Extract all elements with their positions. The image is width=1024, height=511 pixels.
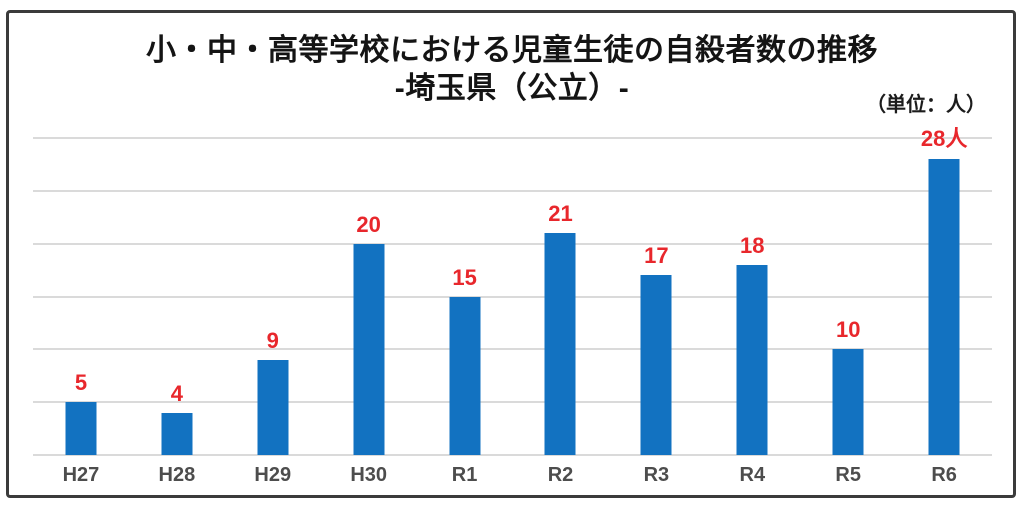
bar-value-label: 5 [74,370,88,396]
bar-group-H30: 20 H30 [321,138,417,486]
gridline-30 [33,137,992,139]
bar [544,233,576,455]
bar [449,296,481,455]
bar [928,159,960,455]
bar-value-label: 17 [644,243,669,269]
category-label: R6 [931,464,957,486]
bar-group-R3: 17 R3 [608,138,704,486]
bar-value-label: 18 [740,232,765,258]
unit-label: （単位：人） [866,94,986,116]
bar-group-R1: 15 R1 [417,138,513,486]
bar [65,402,97,455]
bar-value-label: 9 [266,327,279,353]
gridline-5 [33,401,992,404]
bar-value-label: 4 [170,380,183,406]
bars-container: 5 H27 4 H28 9 H29 20 H30 15 R1 21 R2 17 R3 18 R4 10 R5 28人… [33,126,992,486]
category-label: H30 [350,464,388,486]
category-label: R5 [835,464,861,486]
gridline-25 [33,189,992,192]
bar-value-label: 20 [356,211,381,237]
bar-group-R2: 21 R2 [513,138,609,486]
bar-value-label: 21 [548,201,573,227]
category-label: R2 [547,464,574,486]
category-label: H28 [158,464,196,486]
bar-value-label: 10 [835,317,861,343]
category-label: H27 [62,464,100,486]
bar [257,359,289,455]
category-label: R4 [739,464,766,486]
bar [161,412,193,455]
gridline-0 [33,454,992,456]
bar [353,243,385,455]
bar-group-H29: 9 H29 [225,138,321,486]
bar-group-R6: 28人 R6 [896,126,992,486]
bar [736,264,768,455]
bar [640,275,672,455]
bar-group-R4: 18 R4 [704,138,800,486]
chart-subtitle: -埼玉県（公立）- [394,72,630,105]
bar-group-H27: 5 H27 [33,138,129,486]
chart-title: 小・中・高等学校における児童生徒の自殺者数の推移 [146,34,878,67]
bar [832,349,864,455]
bar-group-R5: 10 R5 [800,138,896,486]
plot-area: 5 H27 4 H28 9 H29 20 H30 15 R1 21 R2 17 R3 18 R4 10 R5 28人… [33,126,992,486]
bar-group-H28: 4 H28 [129,138,225,486]
category-label: R3 [643,464,670,486]
bar-value-label: 28人 [920,126,968,152]
category-label: H29 [254,464,292,486]
category-label: R1 [451,464,478,486]
gridline-15 [33,295,992,298]
bar-value-label: 15 [452,264,477,290]
gridline-10 [33,348,992,351]
gridline-20 [33,242,992,245]
